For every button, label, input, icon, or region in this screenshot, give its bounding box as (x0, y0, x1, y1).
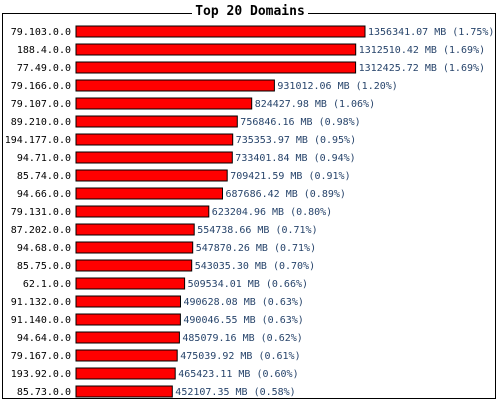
chart-title: Top 20 Domains (0, 4, 500, 20)
tick-label: 85.73.0.0 (17, 387, 71, 398)
data-label: 709421.59 MB (0.91%) (230, 171, 350, 182)
tick-label: 193.92.0.0 (11, 369, 71, 380)
bar (75, 151, 233, 164)
data-label: 490046.55 MB (0.63%) (183, 315, 303, 326)
tick-label: 79.107.0.0 (11, 99, 71, 110)
bar (75, 187, 223, 200)
tick-label: 87.202.0.0 (11, 225, 71, 236)
data-label: 623204.96 MB (0.80%) (212, 207, 332, 218)
bar (75, 61, 357, 74)
bar (75, 349, 178, 362)
data-label: 490628.08 MB (0.63%) (184, 297, 304, 308)
bar (75, 385, 173, 398)
tick-label: 62.1.0.0 (23, 279, 71, 290)
bar (75, 97, 253, 110)
data-label: 687686.42 MB (0.89%) (226, 189, 346, 200)
data-label: 547870.26 MB (0.71%) (196, 243, 316, 254)
data-label: 485079.16 MB (0.62%) (182, 333, 302, 344)
tick-label: 91.132.0.0 (11, 297, 71, 308)
data-label: 1356341.07 MB (1.75%) (368, 27, 494, 38)
tick-label: 91.140.0.0 (11, 315, 71, 326)
bar (75, 205, 210, 218)
data-label: 465423.11 MB (0.60%) (178, 369, 298, 380)
bar (75, 43, 357, 56)
data-label: 452107.35 MB (0.58%) (175, 387, 295, 398)
bar (75, 79, 275, 92)
data-label: 824427.98 MB (1.06%) (255, 99, 375, 110)
bar (75, 313, 181, 326)
bar (75, 223, 195, 236)
data-label: 543035.30 MB (0.70%) (195, 261, 315, 272)
data-label: 756846.16 MB (0.98%) (240, 117, 360, 128)
bar (75, 277, 186, 290)
bar (75, 169, 228, 182)
tick-label: 77.49.0.0 (17, 63, 71, 74)
tick-label: 85.74.0.0 (17, 171, 71, 182)
tick-label: 89.210.0.0 (11, 117, 71, 128)
tick-label: 94.64.0.0 (17, 333, 71, 344)
tick-label: 79.103.0.0 (11, 27, 71, 38)
bar (75, 115, 238, 128)
tick-label: 94.68.0.0 (17, 243, 71, 254)
data-label: 1312425.72 MB (1.69%) (359, 63, 485, 74)
tick-label: 79.166.0.0 (11, 81, 71, 92)
data-label: 554738.66 MB (0.71%) (197, 225, 317, 236)
tick-label: 79.167.0.0 (11, 351, 71, 362)
bar (75, 295, 181, 308)
tick-label: 94.66.0.0 (17, 189, 71, 200)
data-label: 733401.84 MB (0.94%) (235, 153, 355, 164)
tick-label: 94.71.0.0 (17, 153, 71, 164)
data-label: 735353.97 MB (0.95%) (236, 135, 356, 146)
bar (75, 331, 180, 344)
tick-label: 188.4.0.0 (17, 45, 71, 56)
tick-label: 79.131.0.0 (11, 207, 71, 218)
bar (75, 241, 194, 254)
data-label: 1312510.42 MB (1.69%) (359, 45, 485, 56)
bar (75, 259, 193, 272)
bar (75, 25, 366, 38)
tick-label: 85.75.0.0 (17, 261, 71, 272)
bar (75, 133, 234, 146)
data-label: 475039.92 MB (0.61%) (180, 351, 300, 362)
bar (75, 367, 176, 380)
data-label: 509534.01 MB (0.66%) (188, 279, 308, 290)
data-label: 931012.06 MB (1.20%) (277, 81, 397, 92)
tick-label: 194.177.0.0 (5, 135, 71, 146)
